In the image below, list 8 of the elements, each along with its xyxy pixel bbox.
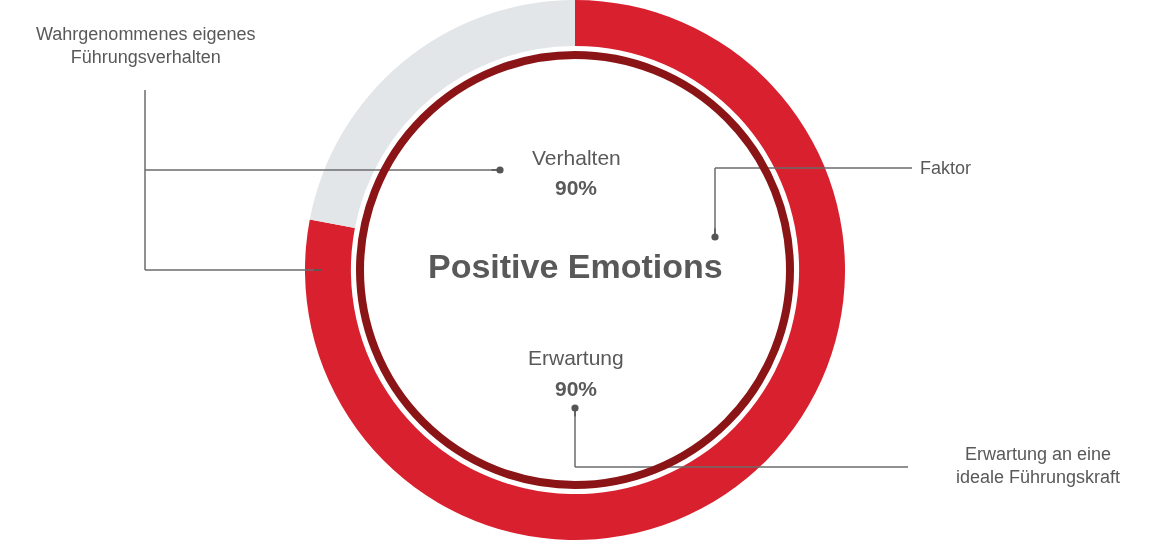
text: 90% (555, 377, 598, 400)
text: Wahrgenommenes eigenes Führungsverhalten (36, 24, 256, 68)
text: Positive Emotions (428, 247, 723, 285)
text: Faktor (920, 158, 972, 178)
text: Erwartung (528, 346, 624, 369)
text: Erwartung an eine ideale Führungskraft (956, 444, 1121, 488)
text: 90% (555, 176, 598, 199)
text: Verhalten (532, 146, 621, 169)
